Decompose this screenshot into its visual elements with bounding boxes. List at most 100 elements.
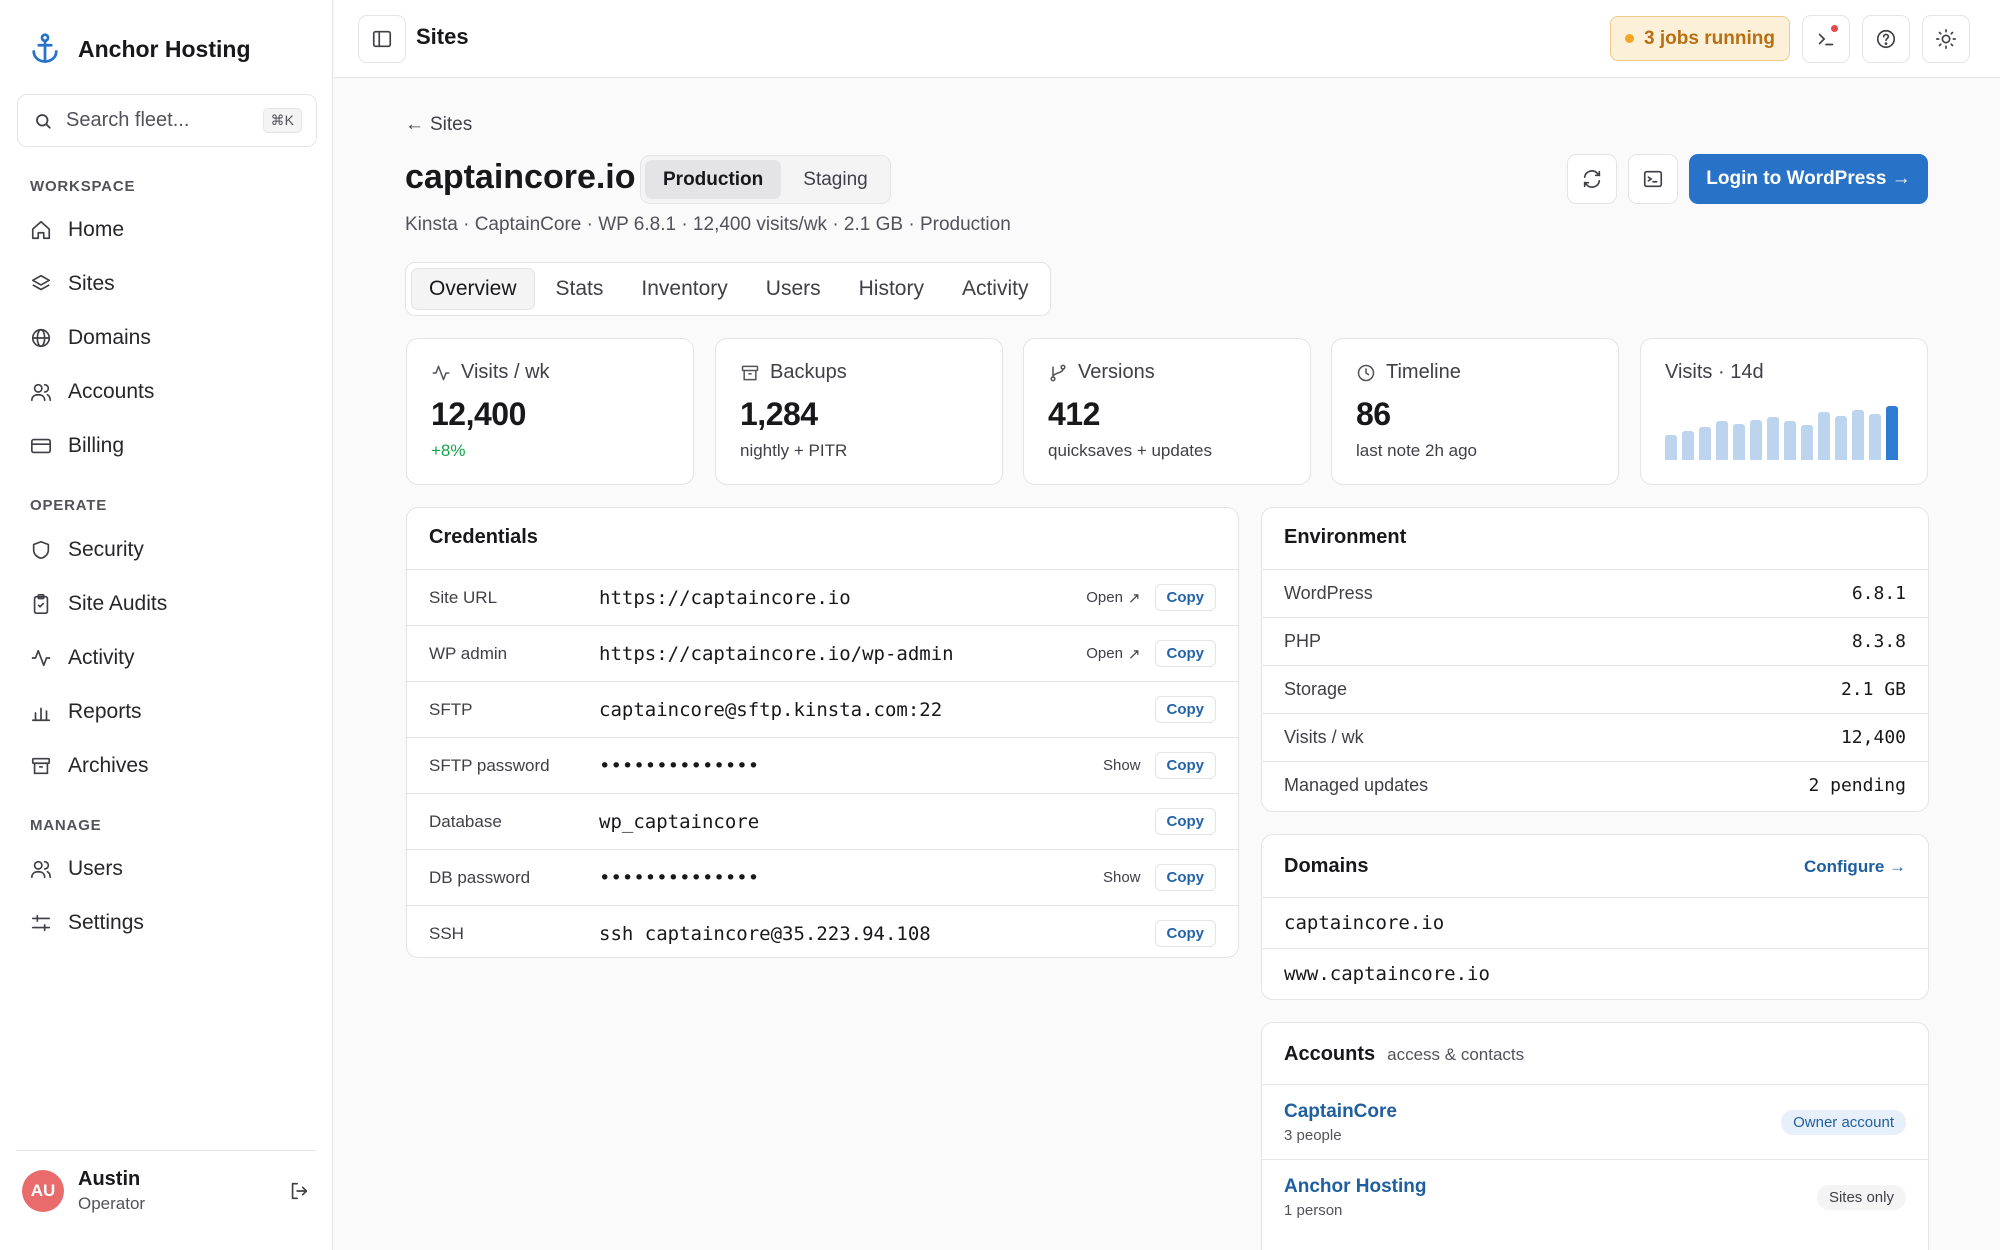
- archive-icon: [31, 757, 51, 775]
- sidebar-item-label: Home: [68, 218, 125, 241]
- accounts-card: Accounts access & contacts CaptainCore 3…: [1261, 1022, 1929, 1250]
- app-name: Anchor Hosting: [78, 35, 251, 62]
- env-production-option[interactable]: Production: [645, 160, 782, 199]
- toggle-sidebar-button[interactable]: [358, 15, 406, 63]
- git-branch-icon: [1050, 364, 1066, 381]
- sidebar-item-settings[interactable]: Settings: [16, 899, 316, 947]
- jobs-label: 3 jobs running: [1644, 27, 1775, 49]
- stat-label: Visits / wk: [461, 361, 550, 383]
- sidebar-item-accounts[interactable]: Accounts: [16, 368, 316, 416]
- configure-domains-link[interactable]: Configure →: [1804, 857, 1906, 876]
- credential-label: SFTP: [429, 699, 473, 719]
- terminal-window-icon: [1643, 170, 1663, 188]
- stat-value: 12,400: [431, 396, 526, 432]
- bar-chart-icon: [31, 707, 51, 722]
- tab-stats[interactable]: Stats: [555, 277, 604, 300]
- stat-sub: last note 2h ago: [1356, 441, 1477, 460]
- copy-button[interactable]: Copy: [1154, 696, 1216, 723]
- sparkline-bar: [1767, 417, 1779, 460]
- help-button[interactable]: [1862, 15, 1910, 63]
- copy-button[interactable]: Copy: [1154, 752, 1216, 779]
- sparkline-bar: [1716, 421, 1728, 460]
- sidebar-item-label: Domains: [68, 326, 151, 349]
- sidebar-item-billing[interactable]: Billing: [16, 422, 316, 470]
- copy-button[interactable]: Copy: [1154, 584, 1216, 611]
- copy-button[interactable]: Copy: [1154, 808, 1216, 835]
- credential-label: Database: [429, 811, 502, 831]
- tab-history[interactable]: History: [858, 277, 924, 300]
- account-row[interactable]: Anchor Hosting 1 person Sites only: [1262, 1159, 1928, 1234]
- sidebar-item-users[interactable]: Users: [16, 845, 316, 893]
- tab-activity[interactable]: Activity: [961, 277, 1029, 300]
- credentials-title: Credentials: [429, 526, 538, 548]
- sync-button[interactable]: [1567, 154, 1617, 204]
- terminal-icon: [1818, 33, 1834, 46]
- external-link-icon: ↗: [1127, 645, 1141, 663]
- sun-icon: [1936, 29, 1956, 49]
- sparkline-bar: [1818, 412, 1830, 460]
- back-to-sites-link[interactable]: ← Sites: [405, 114, 472, 136]
- sliders-icon: [31, 914, 51, 932]
- show-password-button[interactable]: Show: [1102, 757, 1141, 774]
- ssh-console-button[interactable]: [1628, 154, 1678, 204]
- sidebar-item-label: Archives: [68, 754, 149, 777]
- jobs-running-badge[interactable]: 3 jobs running: [1610, 16, 1790, 61]
- stat-label: Backups: [770, 361, 847, 383]
- credential-value: ••••••••••••••: [599, 754, 760, 777]
- refresh-icon: [1583, 170, 1601, 188]
- copy-button[interactable]: Copy: [1154, 864, 1216, 891]
- credential-value: ••••••••••••••: [599, 866, 760, 889]
- shortcut-hint: ⌘K: [262, 108, 302, 133]
- domain-item[interactable]: www.captaincore.io: [1262, 948, 1928, 999]
- sidebar-item-archives[interactable]: Archives: [16, 742, 316, 790]
- credential-value: ssh captaincore@35.223.94.108: [599, 922, 931, 945]
- copy-button[interactable]: Copy: [1154, 920, 1216, 947]
- login-to-wordpress-button[interactable]: Login to WordPress →: [1689, 154, 1928, 204]
- credential-row-sftp-password: SFTP password •••••••••••••• Show Copy: [407, 737, 1238, 793]
- open-site-link[interactable]: Open ↗: [1086, 589, 1140, 607]
- environment-toggle: Production Staging: [640, 155, 891, 204]
- sidebar-item-reports[interactable]: Reports: [16, 688, 316, 736]
- sparkline-bar: [1835, 416, 1847, 460]
- sidebar-item-security[interactable]: Security: [16, 526, 316, 574]
- avatar[interactable]: AU: [22, 1169, 64, 1212]
- copy-button[interactable]: Copy: [1154, 640, 1216, 667]
- search-box[interactable]: ⌘K: [17, 94, 317, 147]
- console-button[interactable]: [1802, 15, 1850, 63]
- sidebar-item-domains[interactable]: Domains: [16, 314, 316, 362]
- tab-users[interactable]: Users: [765, 277, 821, 300]
- domain-item[interactable]: captaincore.io: [1262, 897, 1928, 948]
- account-name[interactable]: CaptainCore: [1284, 1100, 1397, 1122]
- tab-overview[interactable]: Overview: [411, 268, 535, 310]
- open-admin-link[interactable]: Open ↗: [1086, 645, 1140, 663]
- sidebar-item-home[interactable]: Home: [16, 206, 316, 254]
- site-tabs: Overview Stats Inventory Users History A…: [405, 262, 1052, 316]
- credential-row-database: Database wp_captaincore Copy: [407, 793, 1238, 849]
- search-input[interactable]: [66, 109, 263, 132]
- credentials-card: Credentials Site URL https://captaincore…: [406, 507, 1239, 958]
- account-count: 3 people: [1284, 1126, 1342, 1144]
- show-password-button[interactable]: Show: [1102, 869, 1141, 886]
- sidebar-item-label: Reports: [68, 700, 142, 723]
- brand[interactable]: Anchor Hosting: [30, 32, 251, 66]
- sidebar-item-activity[interactable]: Activity: [16, 634, 316, 682]
- env-label: Managed updates: [1284, 775, 1429, 795]
- sidebar-item-site-audits[interactable]: Site Audits: [16, 580, 316, 628]
- credential-row-site-url: Site URL https://captaincore.io Open ↗ Co…: [407, 569, 1238, 625]
- credential-label: SSH: [429, 923, 464, 943]
- tab-inventory[interactable]: Inventory: [641, 277, 728, 300]
- sidebar-item-sites[interactable]: Sites: [16, 260, 316, 308]
- env-staging-option[interactable]: Staging: [803, 168, 868, 190]
- environment-card: Environment WordPress 6.8.1 PHP 8.3.8 Stor…: [1261, 507, 1929, 812]
- account-row[interactable]: CaptainCore 3 people Owner account: [1262, 1084, 1928, 1159]
- visits-sparkline: [1665, 404, 1903, 460]
- layers-icon: [31, 274, 51, 291]
- env-label: WordPress: [1284, 583, 1373, 603]
- stat-card-visits-sparkline: Visits · 14d: [1640, 338, 1928, 485]
- logout-icon[interactable]: [288, 1180, 310, 1202]
- stat-value: 1,284: [740, 396, 818, 432]
- stat-card-backups: Backups 1,284 nightly + PITR: [715, 338, 1003, 485]
- credential-value: https://captaincore.io: [599, 586, 851, 609]
- theme-toggle-button[interactable]: [1922, 15, 1970, 63]
- account-name[interactable]: Anchor Hosting: [1284, 1175, 1427, 1197]
